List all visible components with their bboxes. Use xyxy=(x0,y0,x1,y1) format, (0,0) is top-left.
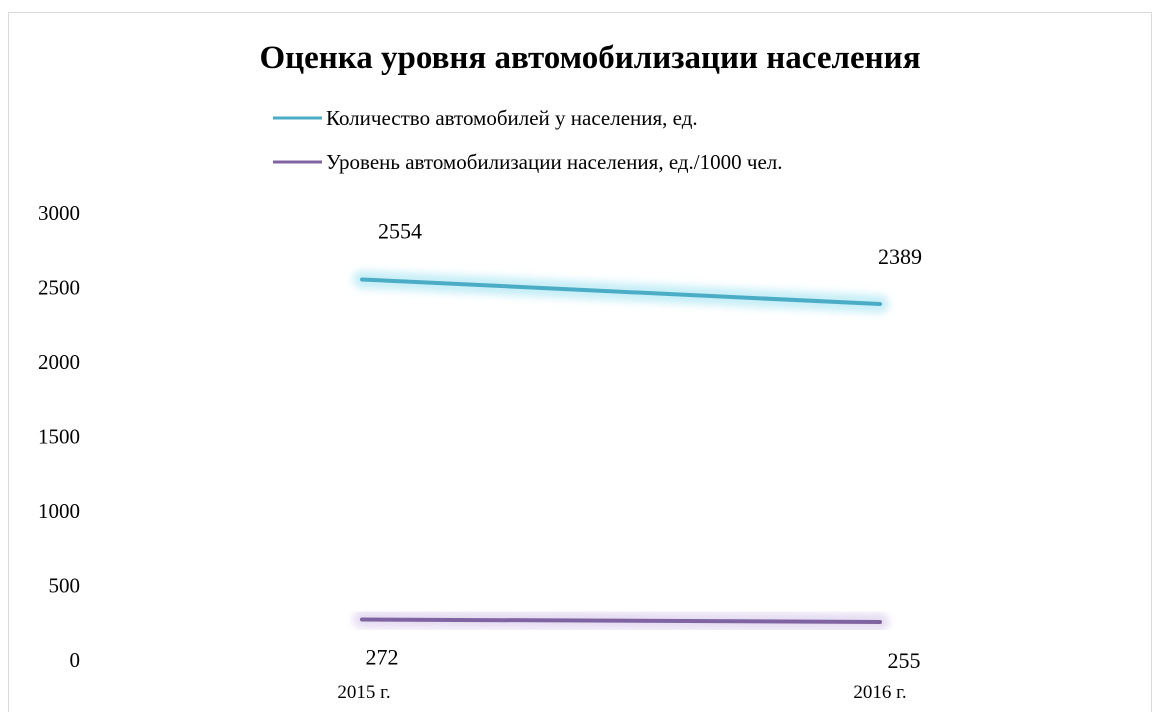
data-label: 255 xyxy=(888,648,921,673)
legend-label-series-2: Уровень автомобилизации населения, ед./1… xyxy=(326,150,783,174)
series-line-2 xyxy=(360,617,882,625)
y-tick-label: 2500 xyxy=(38,276,80,300)
x-category-label: 2015 г. xyxy=(337,682,390,703)
x-axis: 2015 г. 2016 г. xyxy=(337,682,906,703)
y-tick-label: 1500 xyxy=(38,425,80,449)
legend-label-series-1: Количество автомобилей у населения, ед. xyxy=(326,106,698,130)
data-label: 272 xyxy=(366,644,399,669)
y-axis: 0 500 1000 1500 2000 2500 3000 xyxy=(38,201,80,672)
y-tick-label: 1000 xyxy=(38,499,80,523)
chart-title: Оценка уровня автомобилизации населения xyxy=(259,40,920,76)
y-tick-label: 500 xyxy=(49,574,81,598)
y-tick-label: 3000 xyxy=(38,201,80,225)
legend: Количество автомобилей у населения, ед. … xyxy=(273,106,783,174)
x-category-label: 2016 г. xyxy=(853,682,906,703)
plot-area: 2554 2389 272 255 xyxy=(353,218,922,673)
y-tick-label: 0 xyxy=(70,648,81,672)
data-label: 2389 xyxy=(878,244,922,269)
data-label: 2554 xyxy=(378,218,422,243)
series-line-1 xyxy=(360,277,882,307)
y-tick-label: 2000 xyxy=(38,350,80,374)
chart-frame xyxy=(8,12,1152,712)
